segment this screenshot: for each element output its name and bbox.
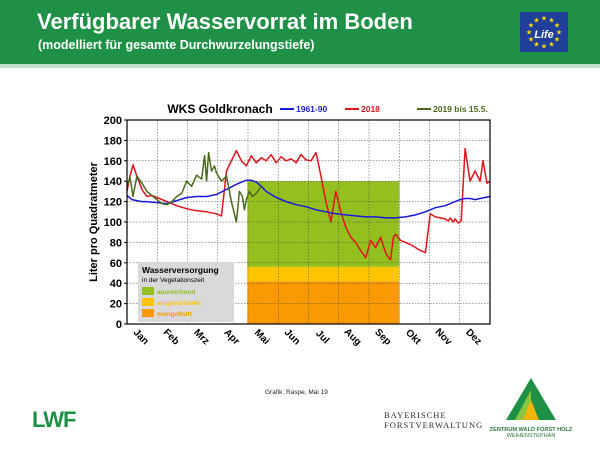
eu-star: ★ xyxy=(528,22,534,30)
x-tick-label: Nov xyxy=(433,327,454,348)
y-tick-label: 100 xyxy=(104,217,122,229)
legend-label: 1961-90 xyxy=(296,104,327,114)
legend-box-item: eingeschränkt xyxy=(157,300,202,307)
eu-stars: ★★★★★★★★★ ★ ★★ xyxy=(526,15,562,51)
y-tick-label: 200 xyxy=(104,115,122,127)
x-tick-label: Jul xyxy=(313,328,331,346)
eu-star: ★ xyxy=(554,22,560,30)
bayerische-forstverwaltung-logo: BAYERISCHE FORSTVERWALTUNG xyxy=(384,410,483,430)
series-line-2019 xyxy=(126,151,262,223)
legend-box-item: mangelhaft xyxy=(157,311,193,318)
bfv-line-1: BAYERISCHE xyxy=(384,410,447,420)
y-tick-label: 160 xyxy=(104,156,122,168)
zentrum-line-1: ZENTRUM WALD FORST HOLZ xyxy=(489,427,573,433)
eu-life-logo: ★★★★★★★★★ ★ ★★ Life xyxy=(520,12,568,52)
y-tick-label: 40 xyxy=(110,278,122,290)
eu-star: ★ xyxy=(533,16,539,24)
header-bar xyxy=(0,0,600,64)
eu-flag-background xyxy=(520,12,568,52)
x-tick-label: Sep xyxy=(372,327,393,348)
chart-legend: 1961-90 2018 2019 bis 15.5. xyxy=(280,104,488,114)
y-tick-label: 80 xyxy=(110,237,122,249)
legend-box-item: ausreichend xyxy=(157,289,195,296)
y-axis-label: Liter pro Quadratmeter xyxy=(88,161,100,282)
y-tick-label: 0 xyxy=(116,319,122,331)
band-mangelhaft xyxy=(247,281,400,324)
zentrum-tree-icon xyxy=(506,378,556,420)
eu-star: ★ xyxy=(528,36,534,44)
x-tick-label: Jan xyxy=(131,327,151,347)
y-tick-label: 20 xyxy=(110,299,122,311)
chart-title: WKS Goldkronach xyxy=(167,102,272,116)
page-title: Verfügbarer Wasservorrat im Boden xyxy=(37,9,413,34)
vegetation-bands xyxy=(247,181,400,324)
header-divider xyxy=(0,64,600,68)
bfv-line-2: FORSTVERWALTUNG xyxy=(384,420,484,430)
x-tick-label: Okt xyxy=(403,327,423,347)
series-line-1961-90 xyxy=(126,179,491,219)
legend-label: 2019 bis 15.5. xyxy=(433,104,488,114)
lwf-logo-text: LWF xyxy=(32,408,76,430)
legend-box-title: Wasserversorgung xyxy=(142,265,219,275)
wasserversorgung-legend: Wasserversorgung in der Vegetationszeit au… xyxy=(138,262,234,322)
x-tick-label: Apr xyxy=(221,327,241,347)
x-tick-label: Aug xyxy=(342,326,364,348)
zentrum-line-2: WEIHENSTEPHAN xyxy=(506,433,556,439)
zentrum-wald-forst-holz-logo: ZENTRUM WALD FORST HOLZ WEIHENSTEPHAN xyxy=(484,376,578,439)
eu-star: ★ xyxy=(533,41,539,49)
eu-star: ★ xyxy=(541,43,547,51)
x-tick-label: Dez xyxy=(463,327,483,347)
y-tick-label: 60 xyxy=(110,258,122,270)
eu-star: ★ xyxy=(548,16,554,24)
chart-series xyxy=(126,147,491,261)
x-tick-label: Mai xyxy=(252,327,272,347)
eu-star: ★ xyxy=(548,41,554,49)
eu-logo-text: Life xyxy=(534,29,554,41)
eu-star: ★ xyxy=(556,29,562,37)
x-tick-label: Mrz xyxy=(191,327,211,347)
x-tick-label: Jun xyxy=(282,327,302,347)
legend-box-swatch xyxy=(142,287,154,295)
lwf-logo: LWF xyxy=(32,408,77,430)
chart-credit: Grafik: Raspe, Mai 19 xyxy=(265,389,328,396)
eu-star: ★ xyxy=(526,29,532,37)
legend-box-subtitle: in der Vegetationszeit xyxy=(142,277,204,284)
y-tick-label: 180 xyxy=(104,135,122,147)
legend-box-swatch xyxy=(142,309,154,317)
y-tick-label: 140 xyxy=(104,176,122,188)
series-line-2018 xyxy=(126,147,491,261)
y-tick-label: 120 xyxy=(104,197,122,209)
page-subtitle: (modelliert für gesamte Durchwurzelungst… xyxy=(38,38,315,52)
eu-star: ★ xyxy=(541,15,547,23)
eu-star: ★ xyxy=(554,36,560,44)
legend-label: 2018 xyxy=(361,104,380,114)
band-eingeschraenkt xyxy=(247,266,400,282)
x-tick-label: Feb xyxy=(161,327,181,347)
legend-box-swatch xyxy=(142,298,154,306)
